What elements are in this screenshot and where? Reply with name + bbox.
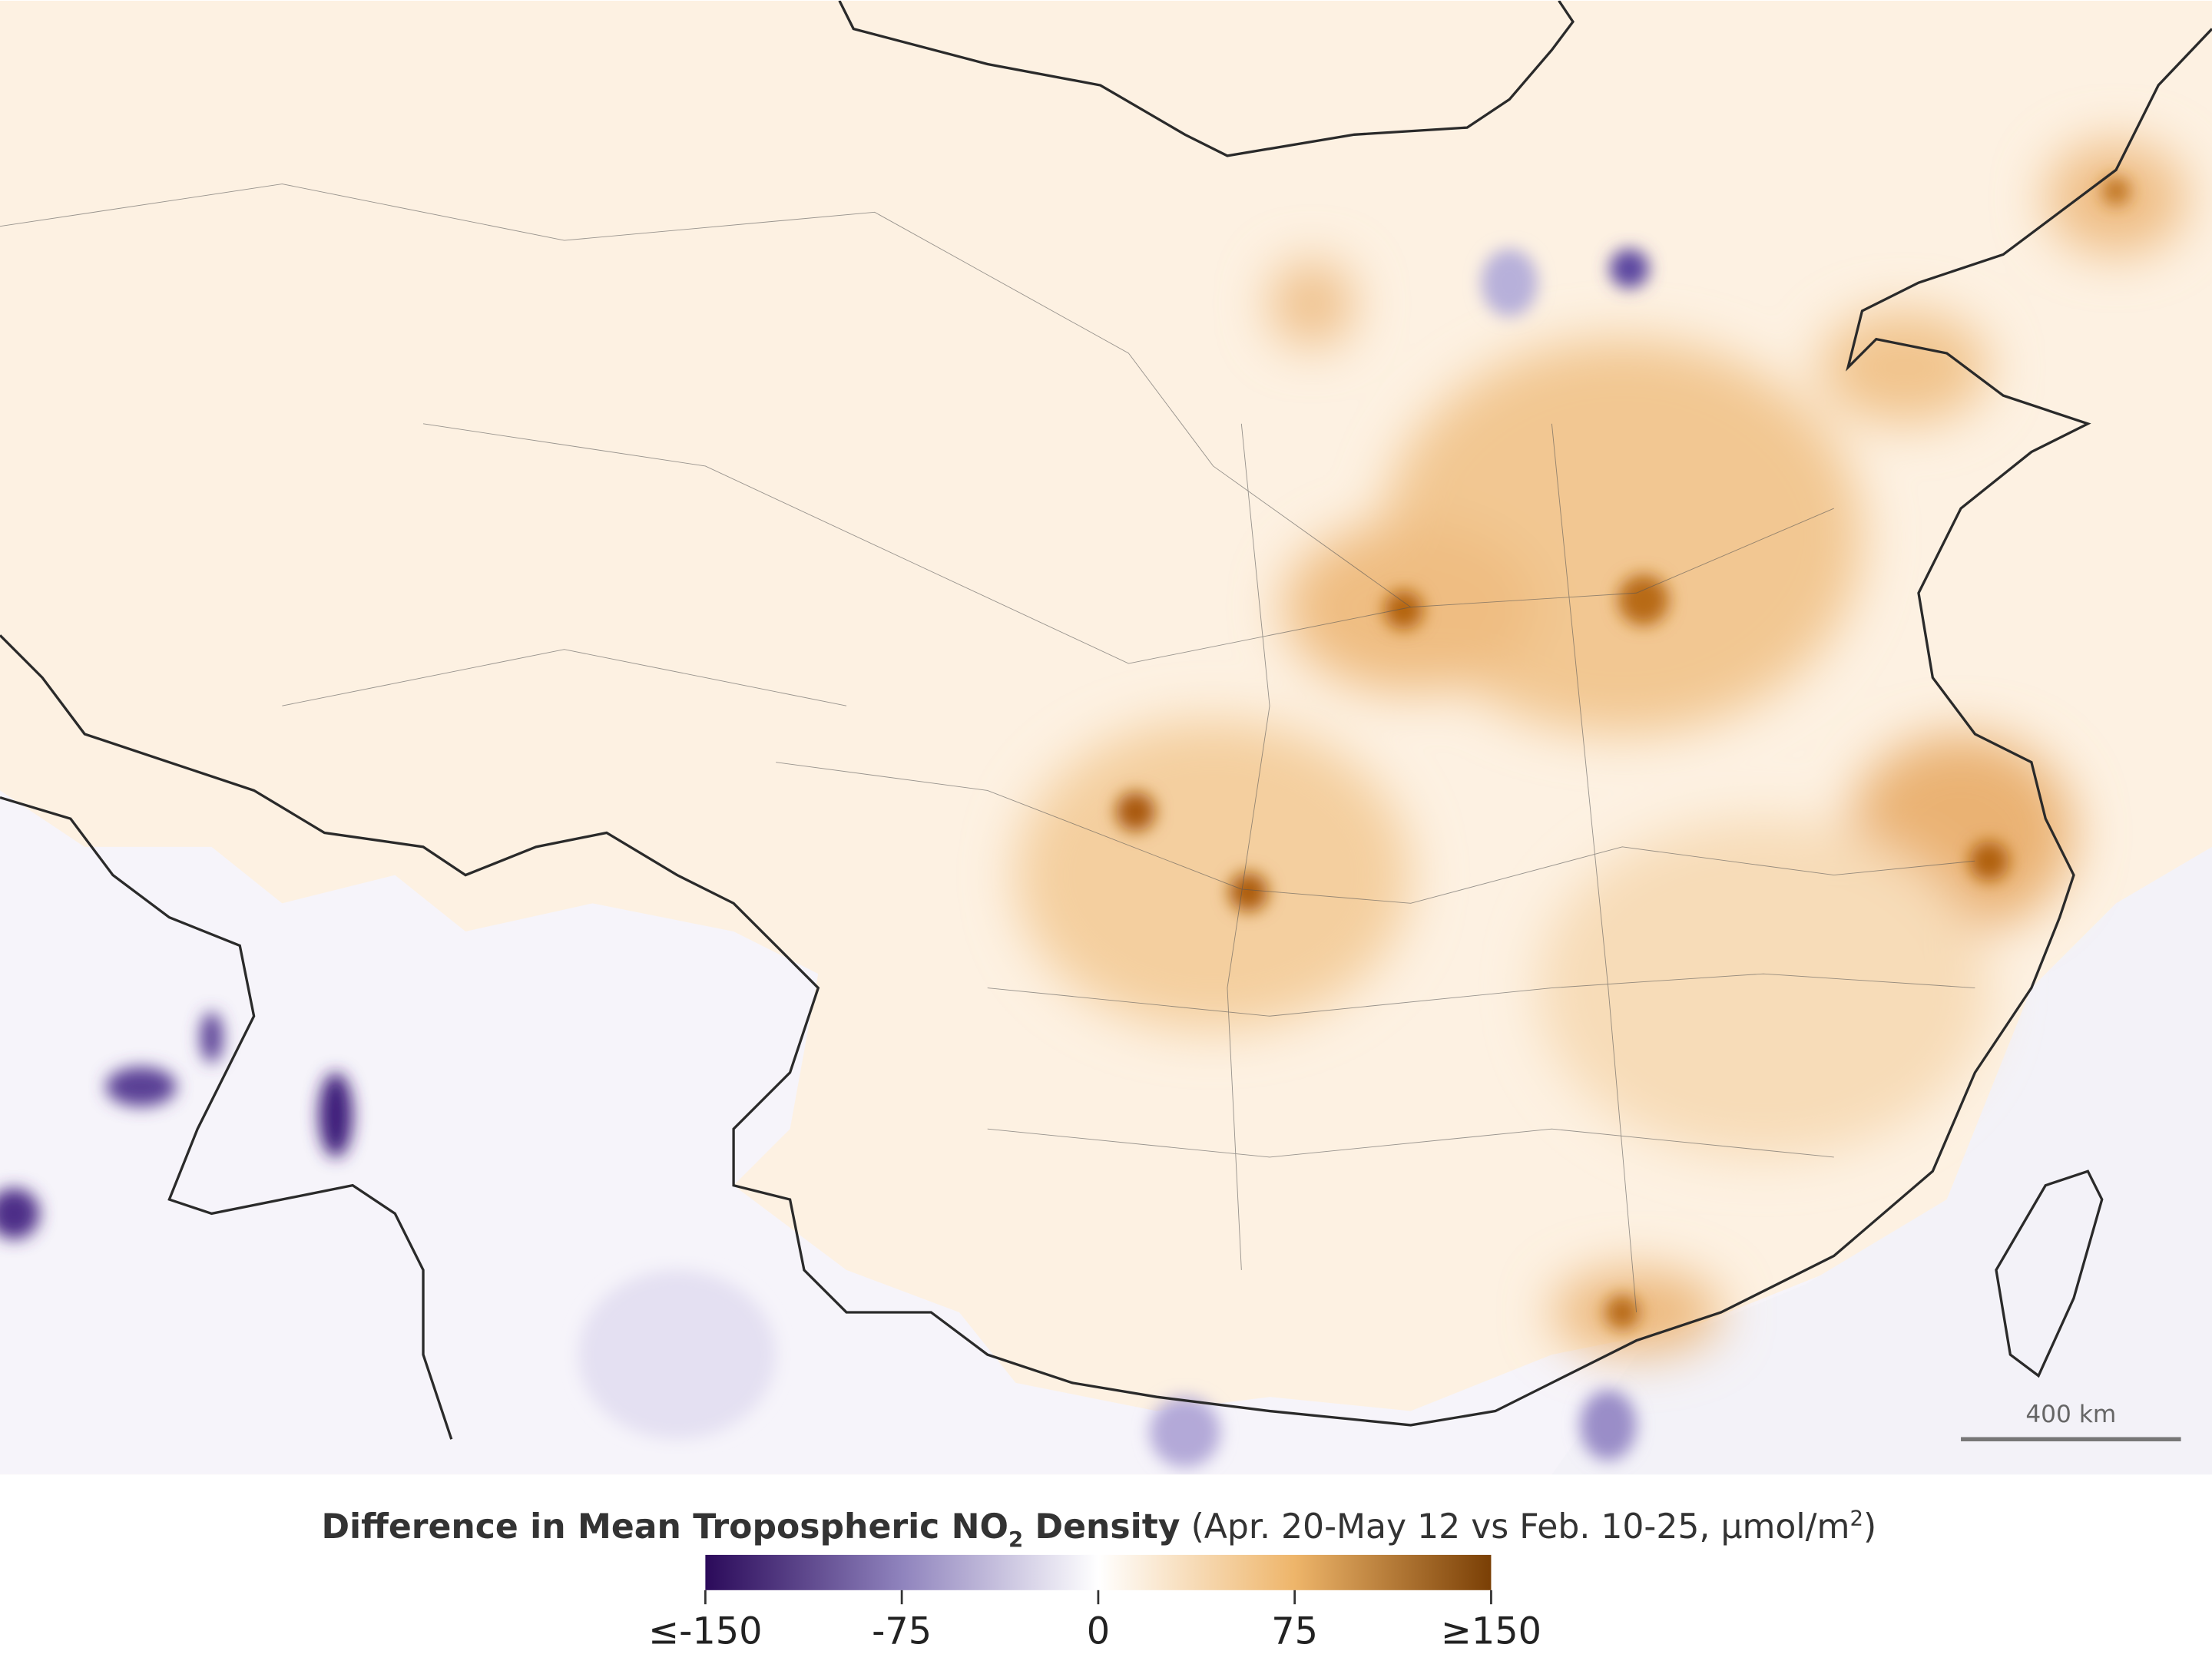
title-close: )	[1863, 1507, 1876, 1547]
colorbar-tick-label: -75	[872, 1611, 932, 1653]
title-paren: (Apr. 20-May 12 vs Feb. 10-25, μmol/m	[1191, 1507, 1850, 1547]
no2-hotspots	[1115, 177, 2131, 1330]
scale-bar-label: 400 km	[2025, 1401, 2116, 1428]
sea	[1551, 846, 2212, 1475]
title-subscript: 2	[1008, 1527, 1023, 1552]
colorbar-tick-label: ≤-150	[648, 1611, 762, 1653]
colorbar-tick-label: 0	[1087, 1611, 1110, 1653]
colorbar-ticks: ≤-150 -75 0 75 ≥150	[648, 1590, 1541, 1653]
province-lines	[0, 184, 1975, 1313]
legend-title: Difference in Mean Tropospheric NO2 Dens…	[321, 1506, 1876, 1552]
coastline-border	[0, 28, 2212, 1427]
country-border	[0, 796, 453, 1440]
title-tail: Density	[1023, 1507, 1180, 1547]
colorbar-tick-label: 75	[1271, 1611, 1318, 1653]
country-border	[838, 0, 1575, 157]
colorbar-tick-label: ≥150	[1441, 1611, 1541, 1653]
no2-decrease-areas	[0, 249, 1650, 1468]
southern-region	[0, 790, 2212, 1475]
map: 400 km	[0, 0, 2212, 1475]
title-main: Difference in Mean Tropospheric NO	[321, 1507, 1008, 1547]
island	[1995, 1169, 2104, 1378]
title-superscript: 2	[1849, 1506, 1863, 1530]
colorbar	[705, 1554, 1492, 1590]
